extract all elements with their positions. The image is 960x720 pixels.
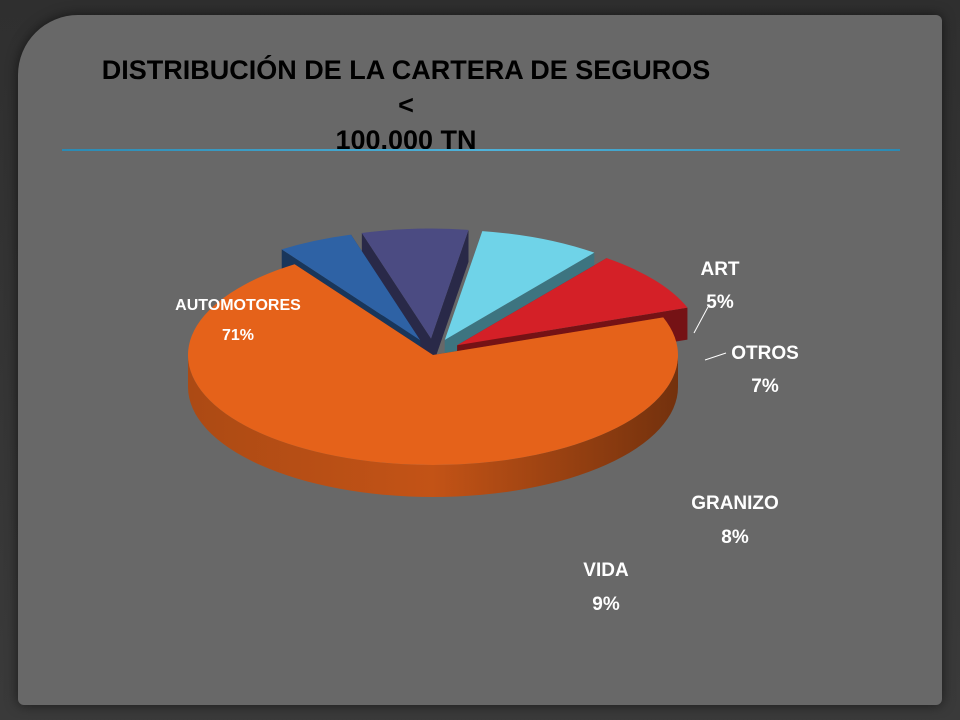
slice-label-otros: OTROS bbox=[731, 343, 799, 364]
slice-label-granizo: GRANIZO bbox=[691, 493, 779, 514]
slice-value-vida: 9% bbox=[592, 594, 620, 615]
pie-slice-rim bbox=[188, 355, 678, 497]
pie-slice-top bbox=[281, 234, 421, 341]
pie-chart: AUTOMOTORES 71% ART 5% OTROS 7% GRANIZO 8% VIDA 9… bbox=[175, 228, 799, 615]
slide: DISTRIBUCIÓN DE LA CARTERA DE SEGUROS < … bbox=[18, 15, 942, 705]
leader-line-art bbox=[693, 306, 709, 334]
slice-value-otros: 7% bbox=[751, 376, 779, 397]
slice-label-vida: VIDA bbox=[583, 560, 629, 581]
title-divider bbox=[62, 149, 900, 151]
pie-slice-automotores bbox=[188, 264, 678, 497]
pie-slice-top bbox=[444, 231, 595, 340]
slice-value-granizo: 8% bbox=[721, 527, 749, 548]
chart-title-line-1: DISTRIBUCIÓN DE LA CARTERA DE SEGUROS < bbox=[101, 55, 711, 120]
pie-slice-top bbox=[457, 258, 688, 346]
slice-label-automotores: AUTOMOTORES bbox=[175, 297, 301, 314]
leader-line-otros bbox=[704, 352, 727, 361]
slice-value-automotores: 71% bbox=[222, 327, 254, 344]
slice-label-art: ART bbox=[700, 259, 739, 280]
slice-value-art: 5% bbox=[706, 292, 734, 313]
pie-slice-top bbox=[361, 228, 469, 339]
pie-slice-top bbox=[188, 264, 678, 465]
pie-slice-wall bbox=[431, 229, 469, 371]
